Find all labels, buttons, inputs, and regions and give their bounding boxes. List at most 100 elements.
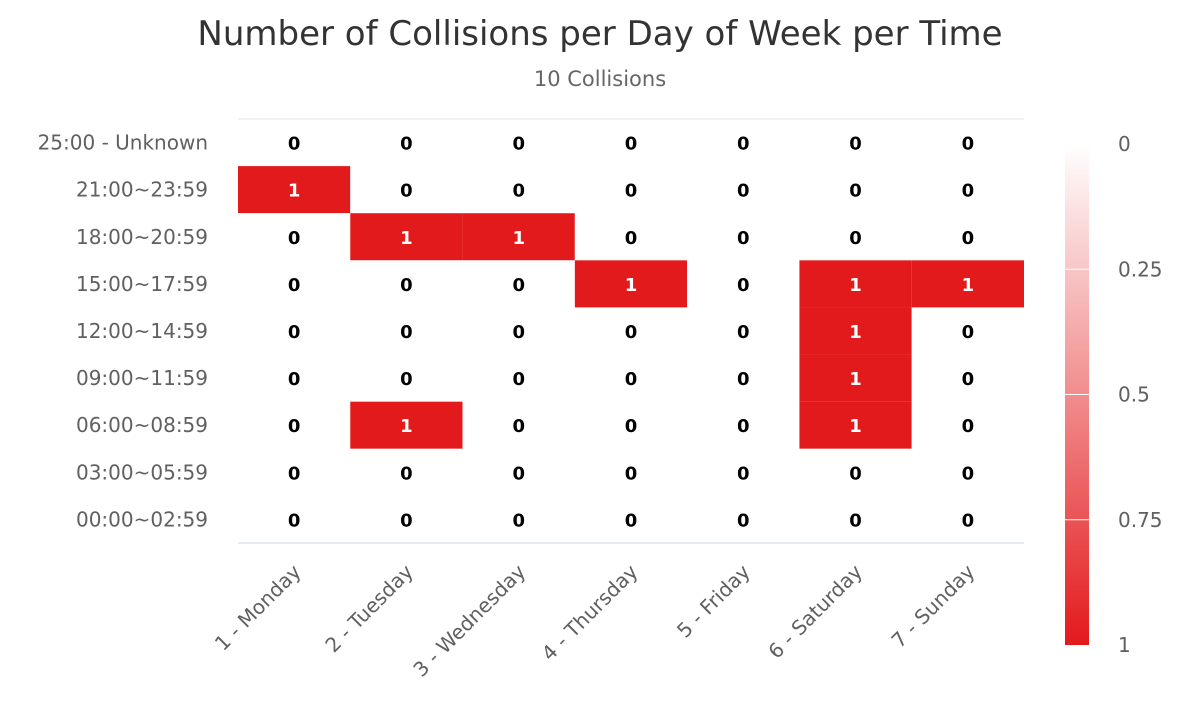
- heatmap-cell: [687, 495, 800, 543]
- heatmap-cell: [911, 354, 1024, 402]
- cell-value-label: 0: [962, 369, 975, 390]
- heatmap-cell: [799, 213, 912, 261]
- cell-value-label: 0: [288, 510, 301, 531]
- heatmap-cell: [574, 166, 688, 214]
- cell-value-label: 0: [962, 463, 975, 484]
- x-axis-tick-label: 2 - Tuesday: [320, 559, 418, 657]
- y-axis-tick-label: 03:00~05:59: [76, 460, 208, 484]
- cell-value-label: 0: [625, 510, 638, 531]
- heatmap-cell: [687, 260, 800, 308]
- cell-value-label: 1: [625, 275, 638, 296]
- heatmap-cell: [238, 213, 351, 261]
- cell-value-label: 0: [849, 510, 862, 531]
- heatmap-cell: [574, 307, 688, 355]
- heatmap-cell: [687, 213, 800, 261]
- cell-value-label: 0: [737, 181, 750, 202]
- heatmap-cell: [462, 213, 575, 261]
- heatmap-cell: [799, 260, 912, 308]
- heatmap-cell: [799, 307, 912, 355]
- heatmap-cell: [687, 166, 800, 214]
- cell-value-label: 0: [737, 134, 750, 155]
- y-axis-tick-label: 09:00~11:59: [76, 366, 208, 390]
- cell-value-label: 0: [625, 322, 638, 343]
- cell-value-label: 0: [625, 134, 638, 155]
- heatmap-cell: [462, 119, 575, 167]
- heatmap-cell: [687, 307, 800, 355]
- y-axis-tick-label: 15:00~17:59: [76, 272, 208, 296]
- cell-value-label: 0: [512, 463, 525, 484]
- heatmap-cell: [238, 260, 351, 308]
- cell-value-label: 0: [288, 322, 301, 343]
- heatmap-cell: [462, 448, 575, 496]
- y-axis-tick-label: 06:00~08:59: [76, 413, 208, 437]
- cell-value-label: 1: [849, 322, 862, 343]
- x-axis-tick-label: 4 - Thursday: [537, 559, 643, 665]
- y-axis-tick-label: 21:00~23:59: [76, 178, 208, 202]
- heatmap-cell: [799, 401, 912, 449]
- heatmap-cell: [687, 119, 800, 167]
- heatmap-cell: [574, 213, 688, 261]
- heatmap-cell: [911, 119, 1024, 167]
- heatmap-cell: [350, 166, 463, 214]
- heatmap-cell: [238, 307, 351, 355]
- heatmap-cell: [238, 495, 351, 543]
- heatmap-cell: [350, 260, 463, 308]
- cell-value-label: 1: [288, 181, 301, 202]
- cell-value-label: 0: [288, 134, 301, 155]
- cell-value-label: 0: [288, 369, 301, 390]
- cell-value-label: 0: [849, 181, 862, 202]
- heatmap-cell: [350, 448, 463, 496]
- cell-value-label: 0: [400, 275, 413, 296]
- cell-value-label: 0: [737, 463, 750, 484]
- chart-title: Number of Collisions per Day of Week per…: [197, 14, 1003, 54]
- heatmap-cell: [911, 213, 1024, 261]
- color-legend-tick-label: 0: [1118, 132, 1131, 156]
- heatmap-cell: [687, 354, 800, 402]
- cell-value-label: 0: [400, 510, 413, 531]
- cell-value-label: 1: [849, 416, 862, 437]
- cell-value-label: 0: [512, 510, 525, 531]
- cell-value-label: 0: [625, 463, 638, 484]
- cell-value-label: 0: [400, 369, 413, 390]
- heatmap-cell: [574, 354, 688, 402]
- heatmap-cell: [911, 260, 1024, 308]
- cell-value-label: 0: [512, 369, 525, 390]
- heatmap-cell: [350, 354, 463, 402]
- heatmap-cell: [574, 119, 688, 167]
- heatmap-cell: [799, 354, 912, 402]
- heatmap-cell: [574, 495, 688, 543]
- y-axis-tick-label: 00:00~02:59: [76, 507, 208, 531]
- y-axis-tick-label: 25:00 - Unknown: [38, 131, 208, 155]
- cell-value-label: 0: [962, 510, 975, 531]
- cell-value-label: 0: [849, 134, 862, 155]
- cell-value-label: 0: [512, 275, 525, 296]
- y-axis-tick-label: 12:00~14:59: [76, 319, 208, 343]
- heatmap-cell: [350, 213, 463, 261]
- heatmap-cell: [462, 401, 575, 449]
- heatmap-cell: [350, 119, 463, 167]
- cell-value-label: 0: [400, 134, 413, 155]
- cell-value-label: 0: [962, 322, 975, 343]
- heatmap-cell: [911, 495, 1024, 543]
- heatmap-cell: [574, 448, 688, 496]
- cell-value-label: 0: [737, 510, 750, 531]
- heatmap-cell: [799, 495, 912, 543]
- cell-value-label: 0: [400, 181, 413, 202]
- heatmap-cell: [799, 119, 912, 167]
- heatmap-cell: [687, 448, 800, 496]
- x-axis-tick-label: 1 - Monday: [210, 559, 306, 655]
- heatmap-cell: [911, 307, 1024, 355]
- cell-value-label: 0: [962, 181, 975, 202]
- color-legend-tick-label: 1: [1118, 633, 1131, 657]
- heatmap-cell: [574, 401, 688, 449]
- cell-value-label: 0: [849, 228, 862, 249]
- x-axis-tick-label: 7 - Sunday: [886, 559, 979, 652]
- heatmap-cell: [238, 166, 351, 214]
- cell-value-label: 0: [400, 463, 413, 484]
- cell-value-label: 0: [962, 228, 975, 249]
- heatmap-cell: [238, 448, 351, 496]
- heatmap-cell: [462, 307, 575, 355]
- x-axis-tick-label: 5 - Friday: [672, 559, 755, 642]
- cell-value-label: 0: [625, 181, 638, 202]
- x-axis-tick-label: 6 - Saturday: [763, 559, 867, 663]
